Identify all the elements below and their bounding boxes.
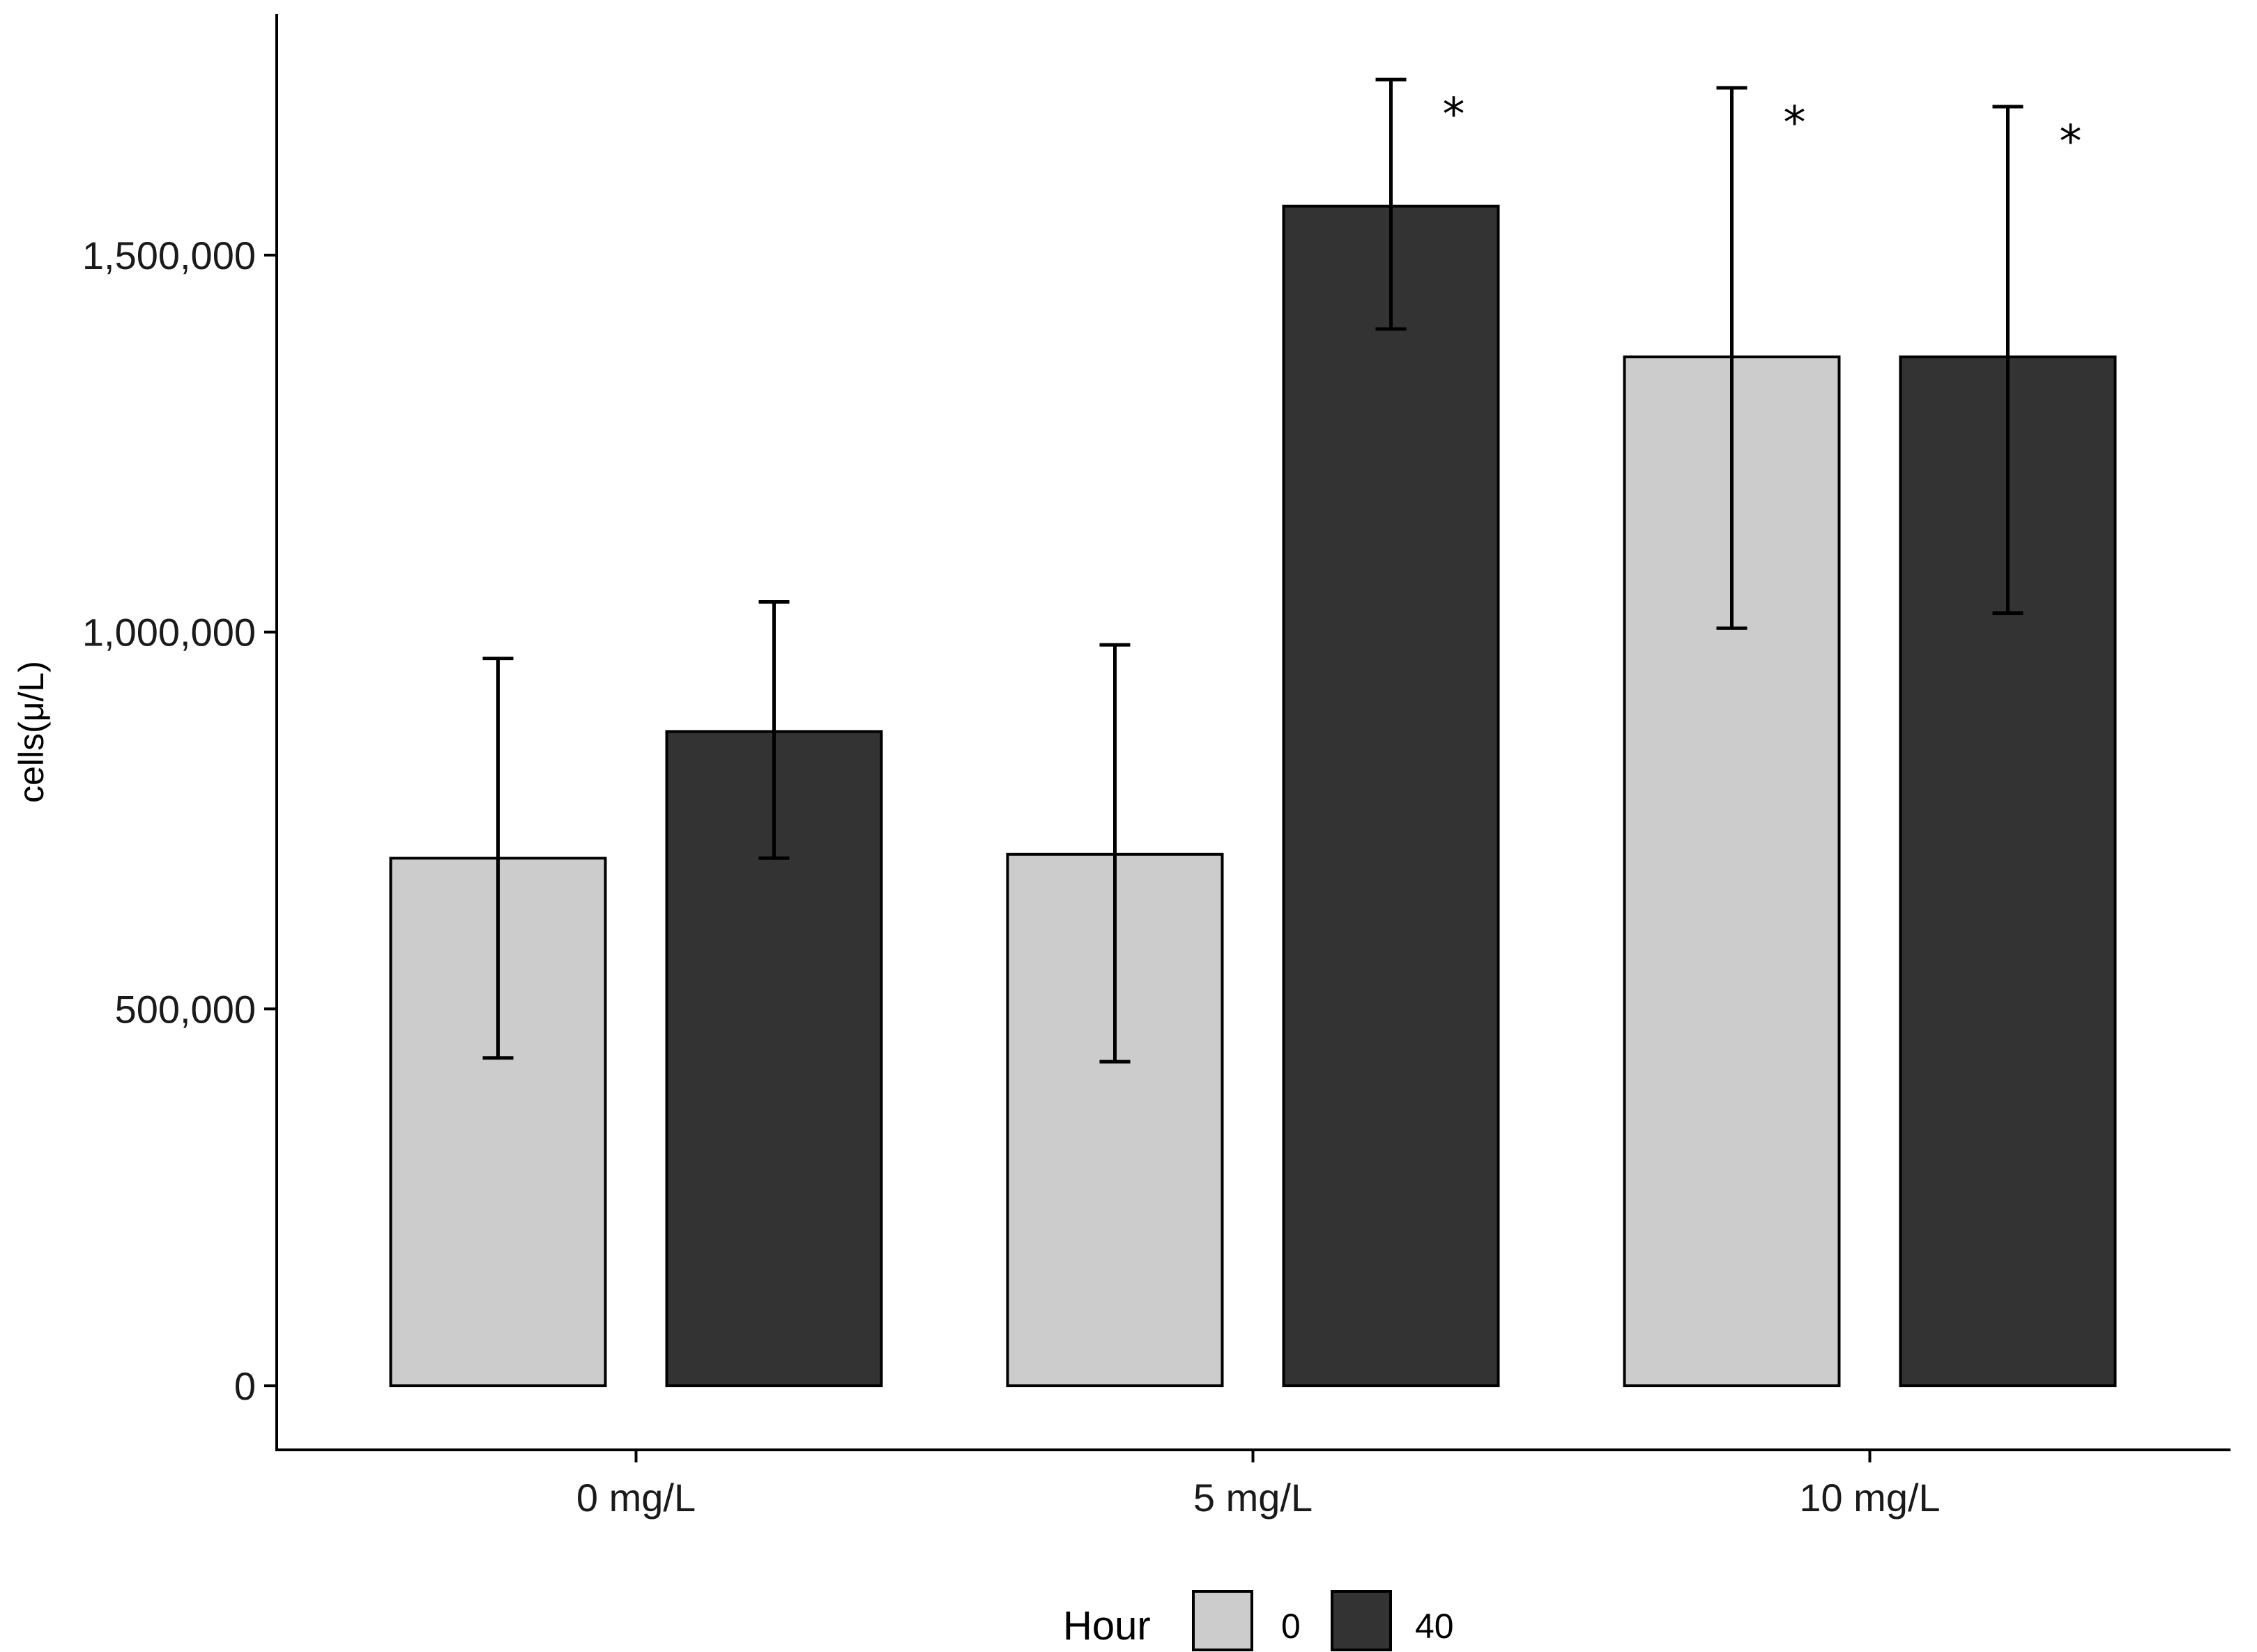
x-axis-ticks: 0 mg/L 5 mg/L 10 mg/L [576, 1450, 1941, 1520]
significance-markers: * * * [1443, 89, 2082, 168]
y-tick-label: 1,500,000 [82, 234, 256, 277]
bars-group [389, 204, 2117, 1388]
legend-label-40: 40 [1415, 1607, 1454, 1646]
y-axis-title: cells(μ/L) [12, 661, 51, 803]
y-tick-label: 0 [234, 1364, 256, 1408]
legend: Hour 0 40 [1063, 1590, 1454, 1651]
x-tick-label: 10 mg/L [1799, 1476, 1940, 1520]
legend-swatch-40 [1331, 1590, 1392, 1651]
legend-title: Hour [1063, 1603, 1151, 1649]
x-tick-label: 0 mg/L [576, 1476, 696, 1520]
significance-star: * [1784, 98, 1806, 149]
x-tick-label: 5 mg/L [1193, 1476, 1313, 1520]
y-tick-label: 1,000,000 [82, 611, 256, 655]
significance-star: * [1443, 89, 1465, 141]
significance-star: * [2060, 116, 2082, 168]
error-bars-group [482, 77, 2023, 1064]
bar [1282, 204, 1500, 1388]
legend-label-0: 0 [1281, 1607, 1301, 1646]
legend-swatch-0 [1192, 1590, 1253, 1651]
y-axis-ticks: 0 500,000 1,000,000 1,500,000 [82, 234, 277, 1408]
y-tick-label: 500,000 [115, 987, 256, 1031]
